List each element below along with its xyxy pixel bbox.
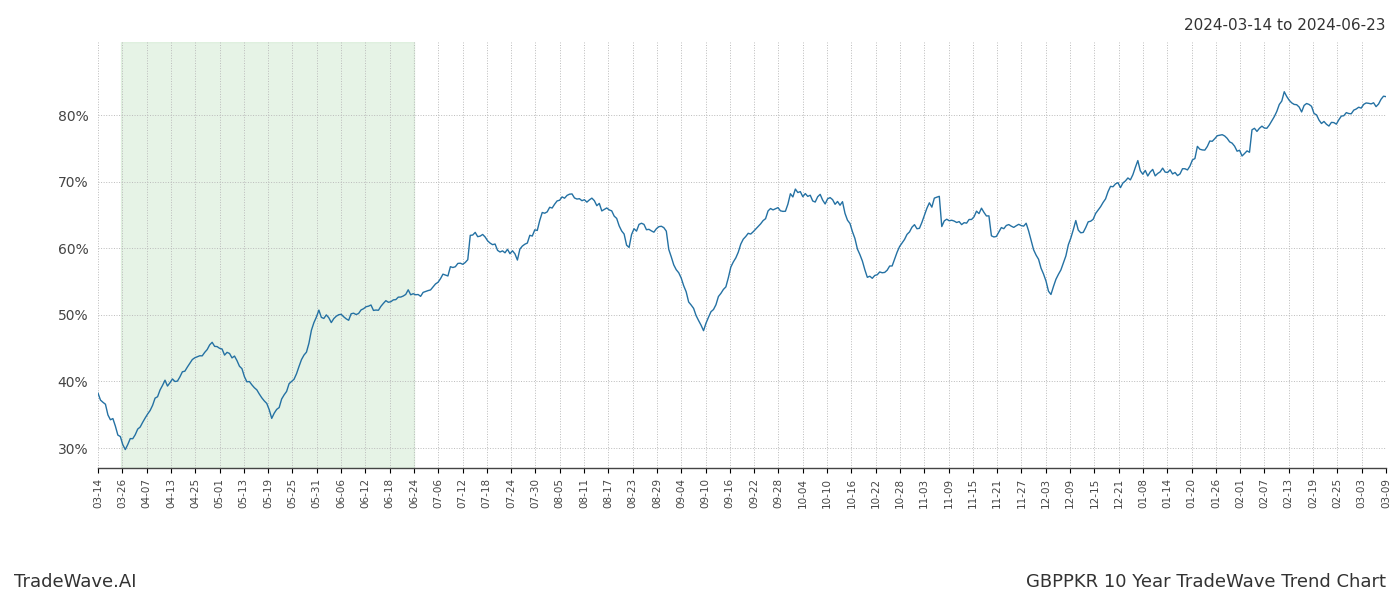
Text: 2024-03-14 to 2024-06-23: 2024-03-14 to 2024-06-23 <box>1184 18 1386 33</box>
Bar <box>122 42 414 468</box>
Text: TradeWave.AI: TradeWave.AI <box>14 573 137 591</box>
Text: GBPPKR 10 Year TradeWave Trend Chart: GBPPKR 10 Year TradeWave Trend Chart <box>1026 573 1386 591</box>
